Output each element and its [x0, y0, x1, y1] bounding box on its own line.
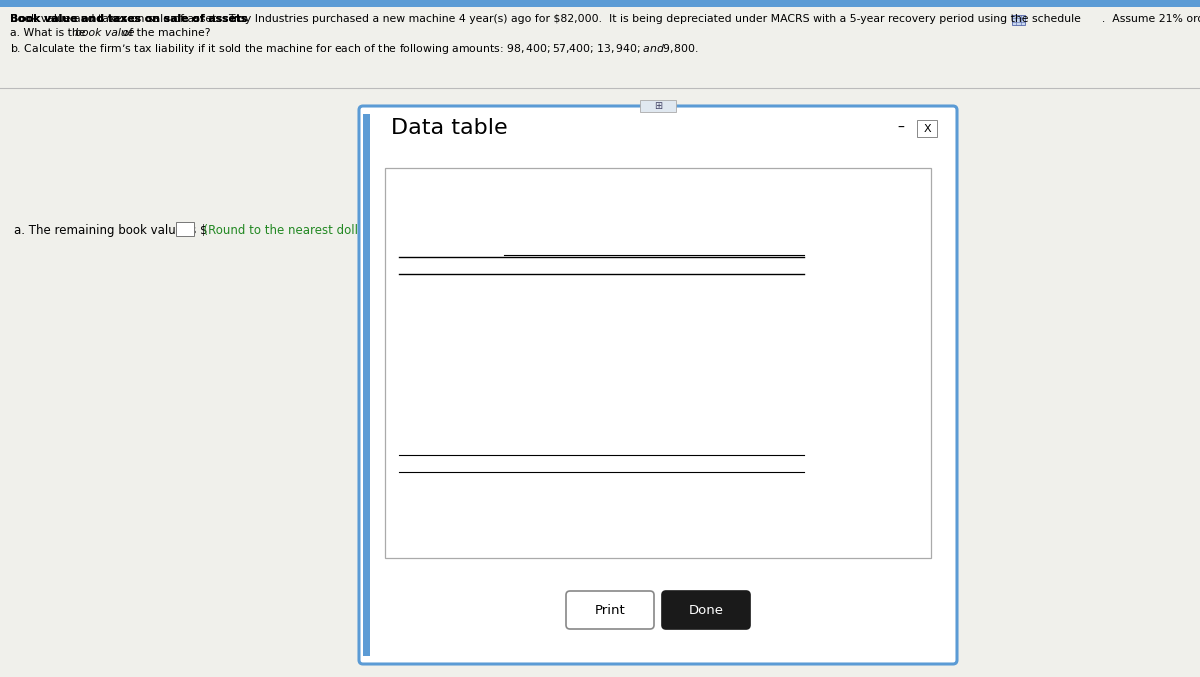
Text: 100%: 100%: [600, 458, 634, 468]
Text: 18%: 18%: [754, 293, 779, 303]
Bar: [385, 168, 931, 558]
Text: 10%: 10%: [754, 276, 779, 286]
Text: Totals: Totals: [433, 458, 470, 468]
Text: convention.: convention.: [395, 512, 454, 523]
Text: a. The remaining book value is $: a. The remaining book value is $: [14, 224, 208, 237]
Text: 20%: 20%: [604, 276, 629, 286]
Bar: [0, 0, 1200, 7]
Text: Book value and taxes on sale of assets: Book value and taxes on sale of assets: [10, 14, 247, 24]
Text: 7: 7: [448, 376, 455, 385]
Text: (Round to the nearest dollar.): (Round to the nearest dollar.): [196, 224, 377, 237]
Text: 100%: 100%: [674, 458, 708, 468]
Text: 9%: 9%: [757, 343, 775, 353]
Text: 3: 3: [448, 309, 455, 320]
Text: (Click on the icon here   □   in order to copy the contents of the data table be: (Click on the icon here □ in order to co…: [395, 182, 926, 192]
Text: 6%: 6%: [757, 408, 775, 418]
Text: 14%: 14%: [754, 309, 779, 320]
Text: a. What is the: a. What is the: [10, 28, 89, 38]
Text: 12%: 12%: [604, 326, 629, 336]
Text: 32%: 32%: [604, 293, 629, 303]
FancyBboxPatch shape: [566, 591, 654, 629]
Text: 10 years: 10 years: [739, 260, 794, 270]
Text: 100%: 100%: [524, 458, 558, 468]
Text: 6: 6: [448, 359, 455, 369]
Text: 5%: 5%: [607, 359, 625, 369]
FancyBboxPatch shape: [359, 106, 958, 664]
Text: retaining realism. To calculate the actual depreciation for tax purposes, be sur: retaining realism. To calculate the actu…: [395, 489, 889, 498]
Text: X: X: [923, 123, 931, 133]
Text: Data table: Data table: [391, 118, 508, 138]
Text: of the machine?: of the machine?: [119, 28, 210, 38]
Text: Recovery year: Recovery year: [406, 260, 497, 270]
Text: Rounded Depreciation Percentages by Recovery Year Using MACRS for: Rounded Depreciation Percentages by Reco…: [398, 208, 854, 218]
Text: 7%: 7%: [757, 376, 775, 385]
Text: 8%: 8%: [757, 359, 775, 369]
Text: 1: 1: [448, 276, 455, 286]
Text: 10: 10: [444, 425, 458, 435]
Text: Print: Print: [595, 603, 625, 617]
Text: 18%: 18%: [679, 309, 704, 320]
Text: 14%: 14%: [679, 276, 704, 286]
Text: 45%: 45%: [529, 293, 554, 303]
Text: 6%: 6%: [757, 392, 775, 402]
Bar: [364, 114, 370, 656]
Text: –: –: [898, 121, 905, 135]
Text: 9: 9: [448, 408, 455, 418]
Text: 11: 11: [444, 441, 458, 452]
Text: 5 years: 5 years: [593, 260, 640, 270]
Text: 15%: 15%: [529, 309, 554, 320]
Text: First Four Property Classes: First Four Property Classes: [398, 223, 574, 233]
Text: *These percentages have been rounded to the nearest whole percent to simplify ca: *These percentages have been rounded to …: [395, 477, 890, 487]
Text: 12%: 12%: [604, 343, 629, 353]
Text: 19%: 19%: [604, 309, 629, 320]
Bar: [640, 100, 676, 112]
Text: Book value and taxes on sale of assets  Troy Industries purchased a new machine : Book value and taxes on sale of assets T…: [10, 14, 1200, 24]
Text: 9%: 9%: [683, 376, 701, 385]
Text: Book value and taxes on sale of assets  Troy Industries purchased a new machine : Book value and taxes on sale of assets T…: [10, 14, 1200, 24]
FancyBboxPatch shape: [662, 591, 750, 629]
Text: b. Calculate the firm’s tax liability if it sold the machine for each of the fol: b. Calculate the firm’s tax liability if…: [10, 42, 698, 56]
Text: 5: 5: [448, 343, 455, 353]
Text: ⊞: ⊞: [654, 101, 662, 111]
Text: 12%: 12%: [754, 326, 779, 336]
Text: 9%: 9%: [683, 343, 701, 353]
Text: book value: book value: [76, 28, 134, 38]
Text: 7 years: 7 years: [668, 260, 715, 270]
Bar: [917, 120, 937, 137]
Bar: [1012, 15, 1025, 25]
Text: 8: 8: [448, 392, 455, 402]
Text: unrounded percentages or directly apply double-declining balance (200%) deprecia: unrounded percentages or directly apply …: [395, 500, 930, 510]
Text: 4%: 4%: [683, 392, 701, 402]
Text: 4: 4: [448, 326, 455, 336]
Text: 2: 2: [448, 293, 455, 303]
Text: Book value and taxes on sale of assets: Book value and taxes on sale of assets: [10, 14, 247, 24]
Text: 6%: 6%: [757, 425, 775, 435]
Text: 25%: 25%: [679, 293, 704, 303]
Text: Done: Done: [689, 603, 724, 617]
Text: 7%: 7%: [533, 326, 551, 336]
Text: 33%: 33%: [529, 276, 554, 286]
Text: 100%: 100%: [750, 458, 784, 468]
Text: 12%: 12%: [679, 326, 704, 336]
Text: Percentage by recovery year*: Percentage by recovery year*: [572, 243, 736, 253]
Text: 9%: 9%: [683, 359, 701, 369]
Text: 4%: 4%: [757, 441, 775, 452]
Bar: [175, 222, 193, 236]
Text: 3 years: 3 years: [518, 260, 565, 270]
